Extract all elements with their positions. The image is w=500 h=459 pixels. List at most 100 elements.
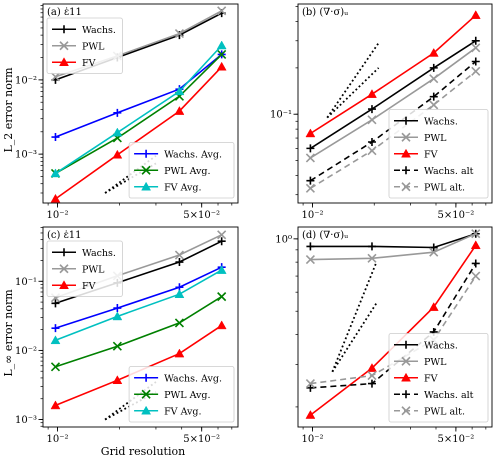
legend-marker (141, 405, 152, 415)
chart-panel-a: 10⁻² 5×10⁻²10⁻³10⁻²(a) ε̇11Wachs.PWLFVWac… (15, 3, 239, 221)
legend-label: PWL (424, 357, 447, 368)
data-point (306, 383, 315, 392)
data-point (367, 89, 377, 98)
legend-marker (402, 340, 410, 349)
data-point (51, 324, 60, 333)
legend: Wachs. Avg. PWL Avg. FV Avg. (128, 142, 235, 199)
x-tick-label: 5×10⁻² (183, 210, 220, 221)
series-fv (305, 10, 481, 138)
legend: Wachs. PWL FV (46, 240, 123, 297)
legend-marker (59, 280, 69, 289)
legend-label: Wachs. (82, 248, 116, 259)
data-point (429, 243, 438, 252)
y-tick-label: 10⁻¹ (15, 277, 37, 288)
legend-marker (401, 406, 411, 416)
data-point (217, 6, 227, 16)
data-point (367, 253, 377, 263)
y-axis-label-top: L_2 error norm (2, 67, 15, 153)
x-tick-label: 10⁻² (47, 434, 69, 445)
series-line (55, 53, 223, 175)
y-axis-label-bottom: L_∞ error norm (2, 289, 15, 377)
legend: Wachs. Avg. PWL Avg. FV Avg. (128, 366, 235, 423)
data-point (471, 259, 480, 268)
data-point (112, 127, 123, 137)
legend-marker (401, 372, 411, 382)
y-tick-label: 10⁻³ (15, 150, 37, 161)
legend-label: PWL (424, 133, 447, 144)
legend: Wachs. PWL FV (46, 17, 123, 74)
legend-label: PWL (82, 264, 105, 275)
data-point (429, 63, 438, 72)
data-point (367, 371, 377, 381)
data-point (367, 146, 377, 156)
data-point (50, 72, 61, 82)
data-point (428, 47, 439, 57)
data-point (471, 271, 481, 281)
series-line (309, 47, 477, 159)
data-point (367, 137, 376, 146)
data-point (367, 242, 376, 251)
series-line (310, 232, 477, 261)
legend-label: Wachs. Avg. (164, 373, 222, 384)
data-point (429, 100, 439, 110)
x-tick-label: 10⁻² (301, 434, 323, 445)
series-fv-avg (50, 40, 227, 178)
plot-frame (42, 3, 239, 204)
data-point (50, 335, 61, 345)
x-tick-label: 10⁻² (47, 210, 69, 221)
legend-label: FV (82, 58, 96, 69)
data-point (429, 74, 439, 84)
data-point (216, 40, 227, 50)
data-point (305, 183, 315, 193)
legend-label: PWL Avg. (164, 390, 210, 401)
data-point (174, 106, 185, 115)
data-point (429, 92, 438, 101)
data-point (175, 258, 184, 267)
data-point (216, 265, 227, 274)
legend-marker (401, 148, 411, 158)
series-line (55, 266, 223, 329)
data-point (428, 302, 439, 311)
legend-box (388, 333, 489, 423)
data-point (216, 320, 227, 330)
legend-box (128, 142, 235, 199)
legend-label: Wachs. (82, 25, 116, 36)
legend-box (46, 17, 123, 74)
legend-label: Wachs. alt (424, 390, 474, 401)
data-point (51, 133, 60, 142)
series-line (55, 66, 223, 200)
legend-label: FV (82, 281, 96, 292)
data-point (305, 410, 316, 419)
panel-title: (b) (∇·σ)ᵤ (302, 7, 348, 18)
legend: Wachs. PWL FV Wachs. alt PWL alt. (388, 109, 489, 199)
data-point (174, 250, 185, 260)
data-point (306, 144, 315, 153)
data-point (470, 10, 481, 19)
legend-marker (402, 390, 410, 399)
legend: Wachs. PWL FV Wachs. alt PWL alt. (388, 333, 489, 423)
x-tick-label: 5×10⁻² (437, 210, 474, 221)
reference-slope-line (331, 302, 378, 373)
data-point (470, 240, 481, 250)
legend-marker (60, 248, 68, 257)
data-point (113, 108, 122, 117)
data-point (367, 115, 377, 125)
data-point (174, 289, 185, 298)
data-point (367, 363, 377, 372)
legend-marker (402, 166, 410, 175)
legend-marker (141, 389, 151, 399)
data-point (217, 230, 227, 240)
legend-marker (141, 181, 152, 191)
data-point (306, 176, 315, 185)
legend-label: PWL (82, 41, 105, 52)
plot-frame (42, 226, 239, 428)
data-point (471, 57, 480, 66)
panel-title: (c) ε̇11 (47, 230, 82, 241)
data-point (50, 168, 61, 178)
legend-label: FV Avg. (164, 406, 201, 417)
series-line (309, 40, 477, 150)
legend-label: PWL alt. (424, 406, 465, 417)
data-point (471, 36, 480, 45)
legend-label: Wachs. (424, 340, 458, 351)
